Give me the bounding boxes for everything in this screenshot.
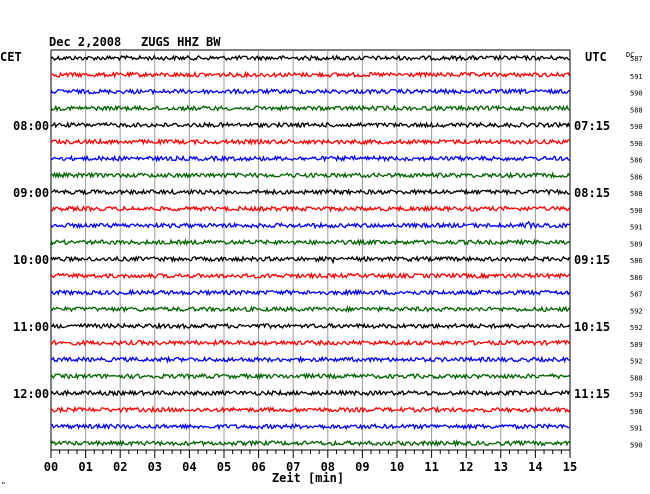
trace-row: [50, 439, 570, 448]
footer-mark: ": [1, 481, 6, 490]
trace-row: [50, 355, 570, 364]
cet-time-label: 12:00: [13, 387, 49, 401]
dc-offset-value: 586: [630, 173, 643, 181]
x-tick-label: 12: [459, 460, 473, 474]
dc-offset-value: 592: [630, 324, 643, 332]
dc-offset-value: 590: [630, 441, 643, 449]
trace-row: [50, 204, 570, 213]
dc-offset-value: 588: [630, 106, 643, 114]
dc-label: DC: [626, 51, 634, 59]
cet-time-label: 10:00: [13, 253, 49, 267]
trace-row: [50, 171, 570, 180]
x-tick-label: 06: [251, 460, 265, 474]
grid-layer: [50, 49, 571, 458]
right-axis-label-utc: UTC: [585, 50, 607, 64]
dc-offset-value: 592: [630, 358, 643, 366]
utc-time-label: 08:15: [574, 186, 610, 200]
x-tick-label: 11: [424, 460, 438, 474]
x-tick-label: 02: [113, 460, 127, 474]
trace-row: [50, 288, 570, 297]
x-tick-label: 14: [528, 460, 542, 474]
cet-time-label: 09:00: [13, 186, 49, 200]
dc-offset-value: 590: [630, 140, 643, 148]
chart-date: Dec 2,2008: [49, 35, 121, 49]
dc-offset-value: 589: [630, 341, 643, 349]
dc-offset-value: 587: [630, 291, 643, 299]
x-tick-label: 13: [494, 460, 508, 474]
dc-offset-value: 590: [630, 90, 643, 98]
dc-offset-value: 590: [630, 123, 643, 131]
trace-row: [50, 372, 570, 381]
trace-row: [50, 87, 570, 96]
x-tick-label: 00: [44, 460, 58, 474]
trace-row: [50, 389, 570, 397]
trace-row: [50, 120, 571, 129]
dc-offset-value: 588: [630, 374, 643, 382]
chart-station: ZUGS HHZ BW: [141, 35, 221, 49]
trace-row: [50, 137, 570, 146]
utc-time-label: 07:15: [574, 119, 610, 133]
dc-offset-value: 588: [630, 190, 643, 198]
trace-row: [50, 255, 570, 265]
x-tick-label: 10: [390, 460, 404, 474]
dc-offset-value: 589: [630, 240, 643, 248]
utc-time-label: 11:15: [574, 387, 610, 401]
x-tick-label: 08: [321, 460, 335, 474]
trace-row: [50, 271, 570, 280]
dc-offset-value: 586: [630, 257, 643, 265]
dc-offset-value: 593: [630, 391, 643, 399]
dc-offset-value: 586: [630, 157, 643, 165]
dc-offset-value: 591: [630, 224, 643, 232]
x-tick-label: 07: [286, 460, 300, 474]
trace-row: [50, 220, 570, 231]
x-tick-label: 05: [217, 460, 231, 474]
trace-row: [51, 154, 570, 163]
trace-row: [50, 238, 570, 247]
trace-row: [50, 338, 570, 347]
dc-offset-value: 591: [630, 73, 643, 81]
trace-layer: [50, 54, 571, 448]
trace-row: [50, 70, 571, 79]
left-axis-label-cet: CET: [0, 50, 22, 64]
dc-offset-value: 586: [630, 274, 643, 282]
cet-time-label: 11:00: [13, 320, 49, 334]
x-tick-label: 15: [563, 460, 577, 474]
trace-row: [50, 305, 570, 314]
trace-row: [50, 54, 570, 62]
dc-offset-value: 591: [630, 425, 643, 433]
cet-time-label: 08:00: [13, 119, 49, 133]
x-tick-label: 03: [148, 460, 162, 474]
trace-row: [50, 422, 570, 431]
dc-offset-value: 596: [630, 408, 643, 416]
x-tick-label: 04: [182, 460, 196, 474]
trace-row: [50, 104, 570, 113]
utc-time-label: 10:15: [574, 320, 610, 334]
x-tick-label: 09: [355, 460, 369, 474]
trace-row: [50, 188, 570, 197]
dc-offset-value: 592: [630, 307, 643, 315]
x-tick-label: 01: [78, 460, 92, 474]
dc-offset-value: 587: [630, 55, 643, 63]
dc-offset-value: 590: [630, 207, 643, 215]
trace-row: [50, 405, 570, 414]
utc-time-label: 09:15: [574, 253, 610, 267]
trace-row: [50, 321, 570, 330]
x-axis-label: Zeit [min]: [272, 471, 344, 485]
label-layer: 00 01 02 03 04 05 06 07 08 09 10 11 12 13 14 15 587 591 59…: [13, 55, 643, 474]
